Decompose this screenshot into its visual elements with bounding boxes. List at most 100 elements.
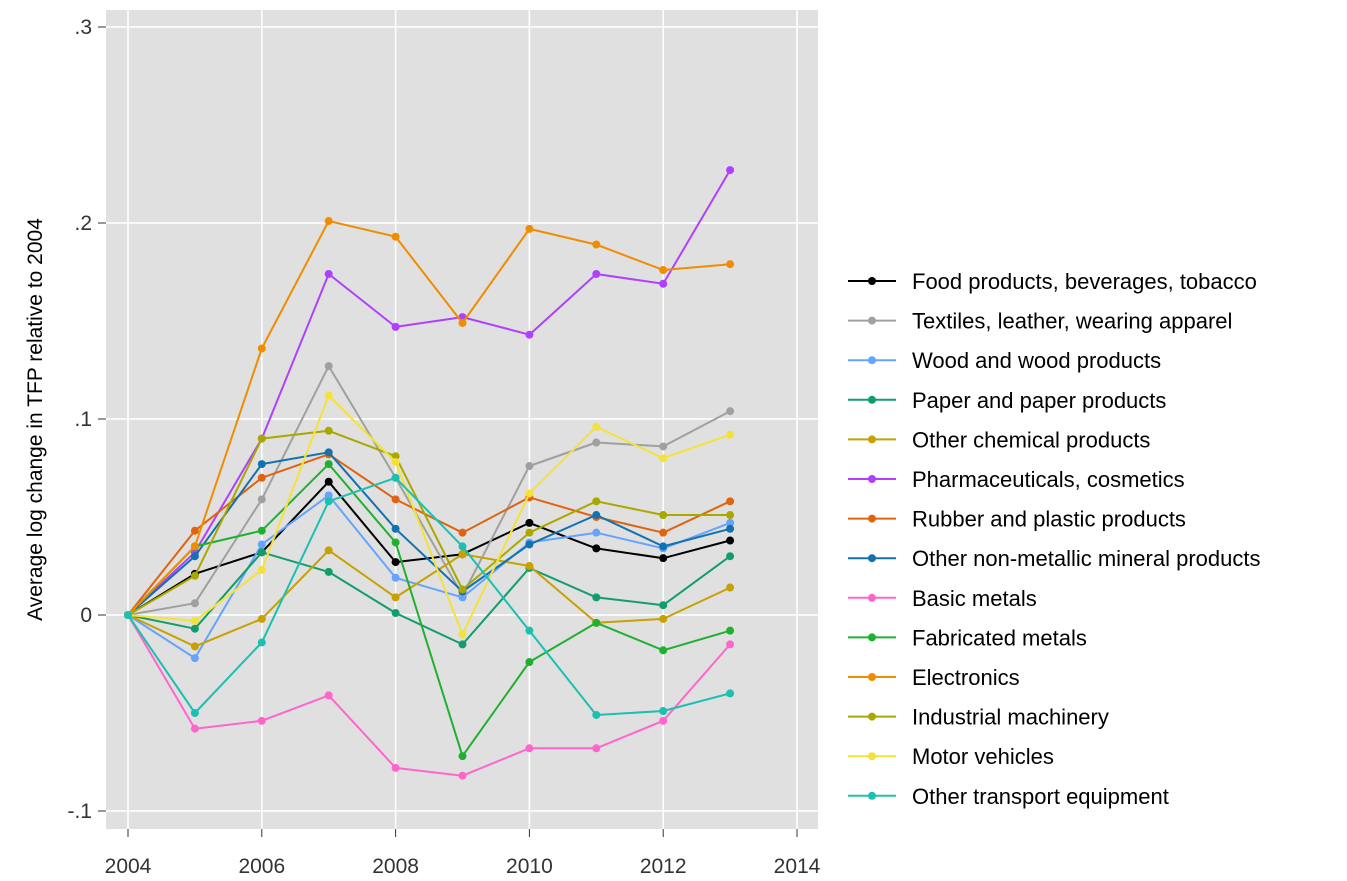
data-point: [726, 626, 735, 635]
data-point: [324, 269, 333, 278]
data-point: [592, 744, 601, 753]
legend-label: Basic metals: [912, 586, 1037, 611]
legend-label: Rubber and plastic products: [912, 507, 1186, 532]
legend-label: Other transport equipment: [912, 784, 1169, 809]
data-point: [592, 422, 601, 431]
data-point: [659, 266, 668, 275]
series-line: [127, 549, 731, 648]
data-point: [391, 495, 400, 504]
data-point: [592, 544, 601, 553]
data-point: [525, 518, 534, 527]
series-line: [127, 429, 731, 616]
data-point: [391, 558, 400, 567]
legend-label: Food products, beverages, tobacco: [912, 269, 1257, 294]
data-point: [257, 614, 266, 623]
data-point: [659, 707, 668, 716]
grid-lines: [106, 10, 818, 829]
data-point: [525, 562, 534, 570]
series-group: [124, 546, 735, 651]
legend-marker: [868, 316, 876, 325]
data-point: [391, 573, 400, 582]
y-tick-label: .2: [74, 212, 92, 235]
legend-marker: [868, 593, 876, 602]
legend-item: Other chemical products: [848, 427, 1150, 452]
legend: Food products, beverages, tobacco Textile…: [848, 269, 1260, 809]
y-axis-title: Average log change in TFP relative to 20…: [24, 218, 47, 621]
data-point: [257, 495, 266, 504]
data-point: [391, 538, 400, 547]
data-point: [257, 565, 266, 574]
series-line: [127, 463, 731, 758]
data-point: [525, 489, 534, 498]
series-line: [127, 480, 731, 616]
legend-marker: [868, 475, 876, 483]
series-line: [127, 365, 731, 616]
legend-label: Fabricated metals: [912, 625, 1087, 650]
data-point: [525, 626, 534, 635]
legend-item: Industrial machinery: [848, 705, 1109, 730]
data-point: [592, 528, 601, 537]
axes: -.1 0 .1 .2 .3 2004 2006 2008 2010 2012 2014: [67, 16, 820, 878]
data-point: [324, 426, 333, 435]
series-group: [124, 473, 735, 719]
legend-marker: [868, 752, 876, 761]
legend-item: Food products, beverages, tobacco: [848, 269, 1257, 294]
series-line: [127, 494, 731, 660]
y-tick-label: 0: [80, 604, 92, 627]
legend-marker: [868, 277, 876, 285]
legend-marker: [868, 791, 876, 800]
legend-item: Other non-metallic mineral products: [848, 546, 1260, 571]
data-point: [324, 567, 333, 576]
data-point: [190, 724, 199, 733]
legend-marker: [868, 633, 876, 642]
legend-item: Motor vehicles: [848, 744, 1054, 769]
legend-marker: [868, 673, 876, 681]
data-point: [458, 752, 467, 761]
legend-item: Rubber and plastic products: [848, 507, 1186, 532]
data-point: [726, 640, 735, 649]
data-point: [659, 442, 668, 451]
data-point: [257, 548, 266, 557]
data-point: [592, 593, 601, 602]
y-tick-label: .1: [74, 408, 92, 431]
data-point: [659, 554, 668, 563]
data-point: [592, 240, 601, 249]
data-point: [726, 260, 735, 269]
data-point: [726, 583, 735, 592]
legend-marker: [868, 356, 876, 365]
data-point: [726, 552, 735, 561]
data-point: [458, 550, 467, 559]
legend-label: Pharmaceuticals, cosmetics: [912, 467, 1185, 492]
data-point: [190, 654, 199, 663]
legend-label: Other non-metallic mineral products: [912, 546, 1260, 571]
data-point: [458, 640, 467, 649]
data-point: [324, 491, 333, 500]
data-point: [391, 232, 400, 241]
legend-label: Wood and wood products: [912, 348, 1161, 373]
x-tick-label: 2006: [238, 855, 285, 878]
data-point: [391, 322, 400, 331]
legend-label: Other chemical products: [912, 427, 1150, 452]
series-line: [127, 453, 731, 616]
data-point: [324, 217, 333, 226]
x-tick-label: 2008: [372, 855, 419, 878]
data-point: [525, 744, 534, 753]
data-point: [525, 658, 534, 667]
data-point: [525, 462, 534, 471]
data-point: [324, 448, 333, 457]
data-point: [190, 616, 199, 625]
data-point: [458, 318, 467, 327]
data-point: [592, 269, 601, 278]
data-point: [391, 473, 400, 482]
data-point: [458, 528, 467, 537]
legend-item: Basic metals: [848, 586, 1037, 611]
data-point: [190, 599, 199, 608]
data-point: [659, 542, 668, 551]
x-tick-label: 2010: [506, 855, 553, 878]
data-point: [592, 710, 601, 719]
data-point: [458, 771, 467, 780]
data-point: [257, 526, 266, 535]
series-group: [124, 548, 735, 649]
legend-item: Other transport equipment: [848, 784, 1169, 809]
